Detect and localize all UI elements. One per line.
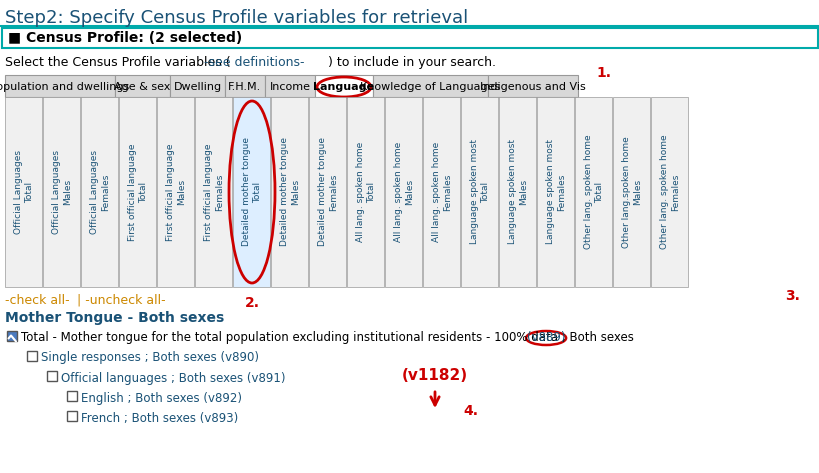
Text: Other lang. spoken home
Total: Other lang. spoken home Total — [584, 135, 603, 249]
FancyBboxPatch shape — [5, 75, 115, 97]
Text: (v1182): (v1182) — [401, 368, 468, 383]
Text: F.H.M.: F.H.M. — [229, 82, 261, 92]
Text: First official language
Total: First official language Total — [128, 143, 147, 241]
Text: Indigenous and Vis: Indigenous and Vis — [480, 82, 585, 92]
Text: Language spoken most
Total: Language spoken most Total — [470, 140, 489, 245]
FancyBboxPatch shape — [67, 391, 77, 401]
Text: Knowledge of Languages: Knowledge of Languages — [360, 82, 500, 92]
Text: | -uncheck all-: | -uncheck all- — [73, 294, 165, 307]
FancyBboxPatch shape — [574, 97, 611, 287]
FancyBboxPatch shape — [499, 97, 536, 287]
FancyBboxPatch shape — [423, 97, 459, 287]
Text: First official language
Females: First official language Females — [204, 143, 224, 241]
Text: Population and dwellings: Population and dwellings — [0, 82, 129, 92]
FancyBboxPatch shape — [460, 97, 497, 287]
FancyArrowPatch shape — [430, 392, 439, 405]
FancyBboxPatch shape — [170, 75, 224, 97]
Text: Language: Language — [313, 82, 374, 92]
Text: -see definitions-: -see definitions- — [204, 56, 304, 70]
FancyBboxPatch shape — [373, 75, 487, 97]
Text: Language spoken most
Females: Language spoken most Females — [545, 140, 565, 245]
Text: Detailed mother tongue
Total: Detailed mother tongue Total — [242, 138, 261, 246]
Text: Other lang.spoken home
Males: Other lang.spoken home Males — [622, 136, 641, 248]
Text: Income: Income — [269, 82, 310, 92]
Text: Other lang. spoken home
Females: Other lang. spoken home Females — [659, 135, 679, 249]
Text: English ; Both sexes (v892): English ; Both sexes (v892) — [81, 392, 242, 404]
FancyBboxPatch shape — [43, 97, 80, 287]
FancyBboxPatch shape — [115, 75, 170, 97]
FancyBboxPatch shape — [2, 28, 817, 48]
FancyBboxPatch shape — [650, 97, 687, 287]
FancyBboxPatch shape — [385, 97, 422, 287]
Text: ■ Census Profile: (2 selected): ■ Census Profile: (2 selected) — [8, 31, 242, 45]
FancyBboxPatch shape — [270, 97, 308, 287]
Text: All lang. spoken home
Females: All lang. spoken home Females — [432, 142, 451, 242]
FancyBboxPatch shape — [156, 97, 194, 287]
Text: Single responses ; Both sexes (v890): Single responses ; Both sexes (v890) — [41, 351, 259, 365]
FancyBboxPatch shape — [47, 371, 57, 381]
FancyBboxPatch shape — [265, 75, 314, 97]
FancyBboxPatch shape — [7, 331, 17, 341]
Text: 1.: 1. — [595, 66, 610, 80]
FancyBboxPatch shape — [309, 97, 346, 287]
Text: Age & sex: Age & sex — [114, 82, 170, 92]
FancyBboxPatch shape — [233, 97, 269, 287]
Text: Mother Tongue - Both sexes: Mother Tongue - Both sexes — [5, 311, 224, 325]
FancyBboxPatch shape — [67, 411, 77, 421]
FancyBboxPatch shape — [487, 75, 577, 97]
Text: Official languages ; Both sexes (v891): Official languages ; Both sexes (v891) — [61, 371, 285, 385]
FancyBboxPatch shape — [81, 97, 118, 287]
Text: Select the Census Profile variables (: Select the Census Profile variables ( — [5, 56, 230, 70]
Text: 3.: 3. — [784, 289, 799, 303]
Text: 2.: 2. — [244, 296, 259, 310]
Text: All lang. spoken home
Males: All lang. spoken home Males — [394, 142, 414, 242]
Text: Detailed mother tongue
Males: Detailed mother tongue Males — [280, 138, 299, 246]
Text: Official Languages
Females: Official Languages Females — [90, 150, 110, 234]
Text: Official Languages
Total: Official Languages Total — [14, 150, 34, 234]
Text: -check all-: -check all- — [5, 294, 70, 307]
Text: Language spoken most
Males: Language spoken most Males — [508, 140, 527, 245]
FancyBboxPatch shape — [195, 97, 232, 287]
FancyBboxPatch shape — [314, 75, 373, 97]
Text: Total - Mother tongue for the total population excluding institutional residents: Total - Mother tongue for the total popu… — [21, 332, 633, 344]
Text: ) to include in your search.: ) to include in your search. — [328, 56, 495, 70]
FancyBboxPatch shape — [346, 97, 383, 287]
FancyBboxPatch shape — [613, 97, 649, 287]
Text: Step2: Specify Census Profile variables for retrieval: Step2: Specify Census Profile variables … — [5, 9, 468, 27]
Text: Dwelling: Dwelling — [174, 82, 221, 92]
FancyBboxPatch shape — [224, 75, 265, 97]
Text: Official Languages
Males: Official Languages Males — [52, 150, 71, 234]
Text: (v889): (v889) — [527, 332, 565, 344]
FancyBboxPatch shape — [536, 97, 573, 287]
Text: French ; Both sexes (v893): French ; Both sexes (v893) — [81, 412, 238, 424]
Text: Detailed mother tongue
Females: Detailed mother tongue Females — [318, 138, 337, 246]
Text: 4.: 4. — [463, 404, 477, 418]
FancyBboxPatch shape — [119, 97, 156, 287]
FancyBboxPatch shape — [27, 351, 37, 361]
Text: All lang. spoken home
Total: All lang. spoken home Total — [356, 142, 375, 242]
Text: First official language
Males: First official language Males — [166, 143, 185, 241]
FancyBboxPatch shape — [5, 97, 42, 287]
